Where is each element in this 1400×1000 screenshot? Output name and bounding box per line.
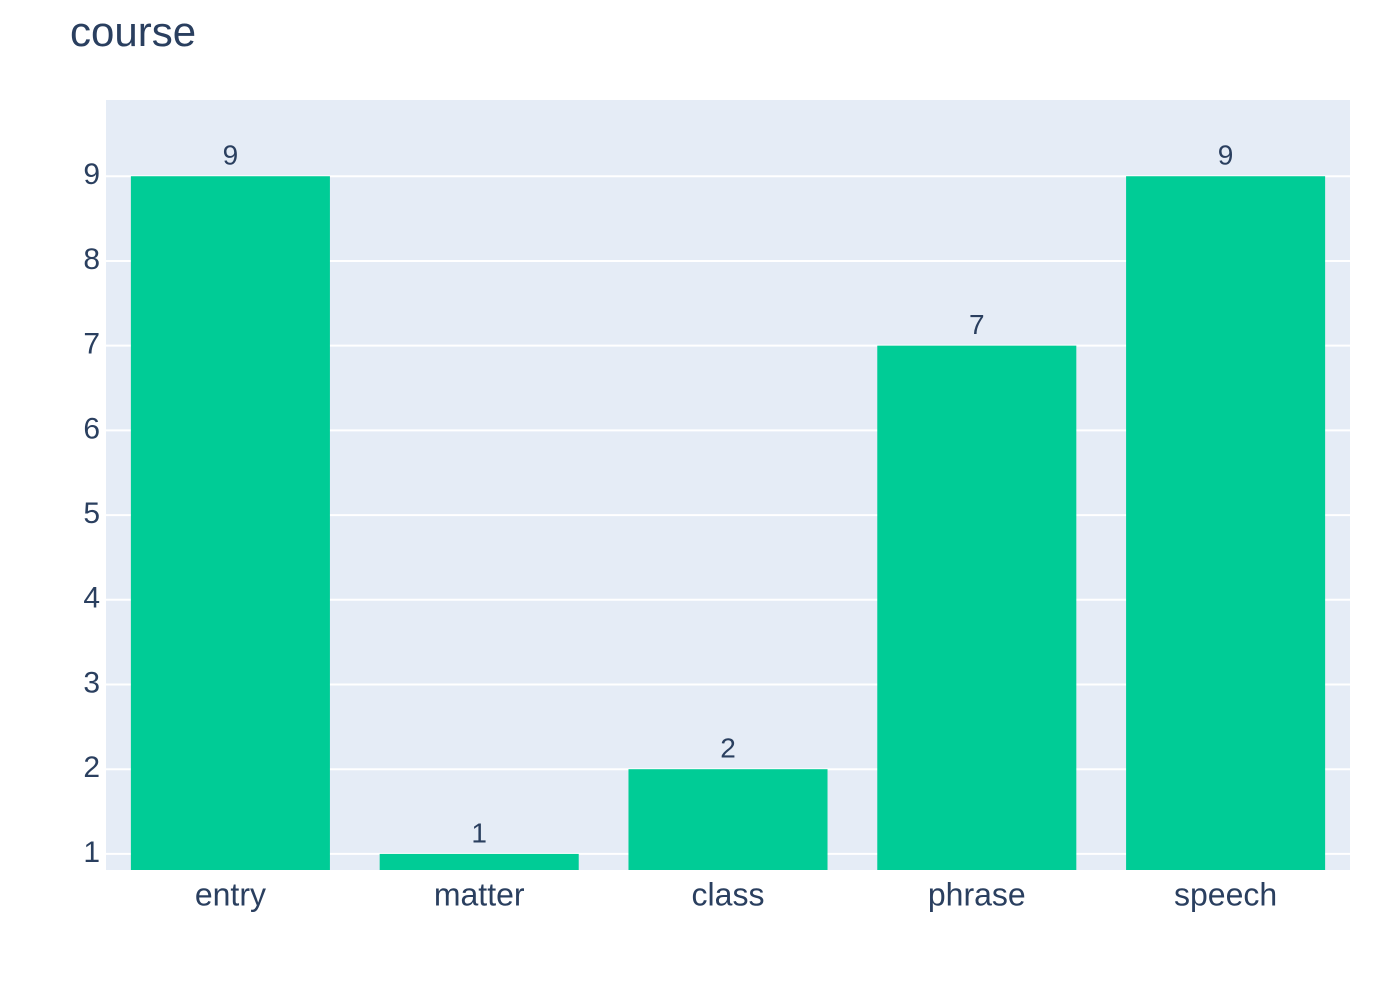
chart-title: course <box>70 8 196 55</box>
y-tick-label: 3 <box>83 666 100 699</box>
value-label: 9 <box>223 140 239 171</box>
bar <box>628 769 828 870</box>
x-tick-label: speech <box>1174 876 1277 912</box>
y-tick-label: 8 <box>83 243 100 276</box>
value-label: 7 <box>969 309 985 340</box>
y-tick-label: 5 <box>83 497 100 530</box>
bar <box>379 853 579 870</box>
y-tick-label: 9 <box>83 158 100 191</box>
bar <box>130 176 330 871</box>
y-tick-label: 6 <box>83 412 100 445</box>
bar <box>1126 176 1326 871</box>
value-label: 2 <box>720 733 736 764</box>
value-label: 9 <box>1218 140 1234 171</box>
x-tick-label: matter <box>434 876 525 912</box>
y-tick-label: 4 <box>83 582 100 615</box>
y-tick-label: 1 <box>83 836 100 869</box>
x-tick-label: entry <box>195 876 266 912</box>
value-label: 1 <box>471 817 487 848</box>
y-tick-label: 7 <box>83 328 100 361</box>
x-tick-label: phrase <box>928 876 1026 912</box>
y-tick-label: 2 <box>83 751 100 784</box>
bar <box>877 345 1077 871</box>
x-tick-label: class <box>692 876 765 912</box>
